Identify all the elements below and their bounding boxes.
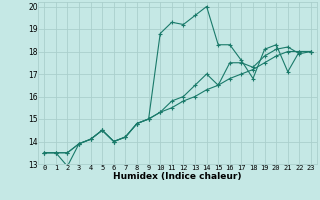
X-axis label: Humidex (Indice chaleur): Humidex (Indice chaleur) [113,172,242,181]
